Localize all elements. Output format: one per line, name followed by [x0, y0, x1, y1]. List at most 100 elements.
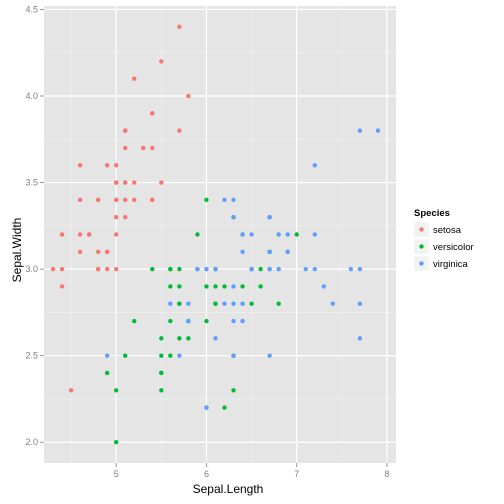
- setosa-point: [95, 197, 101, 203]
- setosa-point: [77, 232, 83, 237]
- virginica-point: [213, 266, 218, 272]
- setosa-point: [50, 266, 56, 272]
- data-points: [50, 24, 381, 445]
- setosa-point: [114, 163, 119, 168]
- setosa-point: [123, 180, 128, 185]
- versicolor-point: [222, 284, 227, 289]
- virginica-point: [357, 128, 363, 133]
- versicolor-point: [177, 336, 182, 341]
- virginica-point: [330, 301, 336, 306]
- virginica-point: [231, 197, 236, 203]
- virginica-point: [285, 232, 290, 237]
- plot-panel: [44, 6, 396, 463]
- setosa-point: [59, 284, 65, 289]
- setosa-point: [59, 232, 65, 237]
- setosa-point: [95, 266, 101, 272]
- versicolor-point: [204, 318, 209, 324]
- virginica-point: [240, 232, 245, 237]
- virginica-point: [168, 301, 173, 306]
- setosa-point: [59, 266, 65, 272]
- setosa-point: [123, 128, 128, 133]
- virginica-point: [104, 353, 110, 358]
- virginica-point: [267, 266, 272, 272]
- x-tick-label: 8: [384, 469, 389, 479]
- setosa-point: [123, 197, 128, 203]
- legend: Species setosa versicolor virginica: [413, 208, 474, 272]
- versicolor-point: [177, 301, 182, 306]
- versicolor-point: [213, 284, 218, 289]
- versicolor-point: [213, 301, 218, 306]
- setosa-point: [77, 163, 83, 168]
- y-axis-title: Sepal.Width: [10, 218, 24, 283]
- virginica-point: [267, 214, 272, 220]
- versicolor-point: [258, 266, 263, 272]
- virginica-point: [222, 197, 227, 203]
- legend-marker-versicolor: [419, 244, 424, 249]
- grid-major: [44, 6, 396, 463]
- versicolor-point: [231, 388, 236, 393]
- versicolor-point: [114, 440, 119, 445]
- virginica-point: [231, 214, 236, 220]
- versicolor-point: [249, 301, 254, 306]
- setosa-point: [104, 163, 110, 168]
- setosa-point: [159, 59, 164, 64]
- legend-items: setosa versicolor virginica: [413, 221, 474, 272]
- setosa-point: [95, 249, 101, 255]
- versicolor-point: [222, 405, 227, 410]
- setosa-point: [68, 388, 74, 393]
- versicolor-point: [104, 370, 110, 376]
- setosa-point: [86, 232, 92, 237]
- virginica-point: [231, 301, 236, 306]
- virginica-point: [249, 266, 254, 272]
- setosa-point: [104, 249, 110, 255]
- virginica-point: [312, 163, 317, 168]
- setosa-point: [150, 145, 155, 151]
- setosa-point: [132, 76, 137, 81]
- virginica-point: [312, 266, 317, 272]
- setosa-point: [77, 197, 83, 203]
- versicolor-point: [177, 266, 182, 272]
- x-tick-label: 7: [294, 469, 299, 479]
- virginica-point: [276, 266, 281, 272]
- versicolor-point: [240, 284, 245, 289]
- setosa-point: [123, 145, 128, 151]
- setosa-point: [141, 145, 146, 151]
- virginica-point: [231, 353, 236, 358]
- setosa-point: [177, 24, 182, 29]
- legend-title: Species: [414, 208, 450, 219]
- setosa-point: [123, 214, 128, 220]
- setosa-point: [114, 197, 119, 203]
- setosa-point: [114, 266, 119, 272]
- versicolor-point: [195, 232, 200, 237]
- y-tick-label: 3.5: [25, 178, 38, 188]
- y-axis-ticks: 2.0 2.5 3.0 3.5 4.0 4.5: [25, 4, 44, 447]
- legend-label-setosa: setosa: [433, 225, 462, 236]
- virginica-point: [240, 249, 245, 255]
- virginica-point: [276, 232, 281, 237]
- x-tick-label: 6: [204, 469, 209, 479]
- virginica-point: [231, 318, 236, 324]
- setosa-point: [159, 180, 164, 185]
- x-axis-title: Sepal.Length: [193, 482, 264, 496]
- setosa-point: [186, 93, 191, 99]
- versicolor-point: [150, 266, 155, 272]
- versicolor-point: [159, 353, 164, 358]
- virginica-point: [312, 232, 317, 237]
- x-tick-label: 5: [114, 469, 119, 479]
- virginica-point: [303, 266, 308, 272]
- legend-label-virginica: virginica: [433, 259, 469, 270]
- versicolor-point: [168, 284, 173, 289]
- setosa-point: [150, 197, 155, 203]
- versicolor-point: [186, 336, 191, 341]
- virginica-point: [240, 318, 245, 324]
- virginica-point: [357, 336, 363, 341]
- versicolor-point: [159, 336, 164, 341]
- setosa-point: [114, 214, 119, 220]
- virginica-point: [357, 266, 363, 272]
- versicolor-point: [294, 232, 299, 237]
- virginica-point: [177, 353, 182, 358]
- versicolor-point: [177, 284, 182, 289]
- legend-marker-setosa: [419, 227, 424, 232]
- y-tick-label: 2.0: [25, 437, 38, 447]
